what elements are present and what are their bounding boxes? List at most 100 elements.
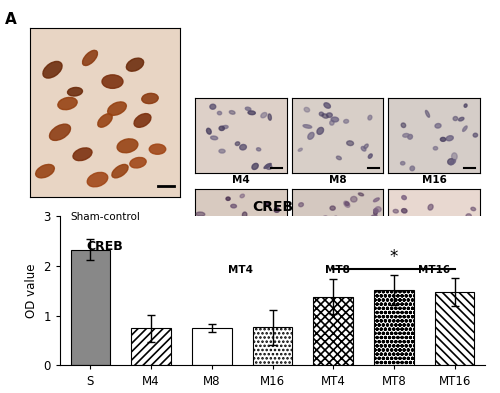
Ellipse shape [350, 196, 357, 202]
Text: MT8: MT8 [325, 265, 350, 275]
Ellipse shape [117, 139, 138, 153]
Ellipse shape [400, 162, 405, 165]
Ellipse shape [402, 234, 406, 239]
Ellipse shape [326, 113, 332, 118]
Ellipse shape [266, 164, 272, 169]
Ellipse shape [344, 201, 350, 208]
Ellipse shape [236, 253, 240, 256]
Ellipse shape [324, 103, 330, 108]
Ellipse shape [248, 111, 256, 115]
Ellipse shape [344, 119, 348, 123]
Ellipse shape [206, 128, 211, 134]
Ellipse shape [210, 104, 216, 109]
Ellipse shape [236, 142, 240, 145]
Ellipse shape [228, 248, 232, 252]
Ellipse shape [134, 114, 151, 127]
Ellipse shape [371, 215, 377, 218]
Ellipse shape [236, 231, 243, 236]
Ellipse shape [462, 219, 467, 222]
Ellipse shape [268, 114, 272, 120]
Ellipse shape [240, 194, 244, 198]
Ellipse shape [43, 61, 62, 78]
Ellipse shape [368, 115, 372, 120]
Ellipse shape [87, 173, 108, 187]
Ellipse shape [232, 233, 237, 239]
Ellipse shape [450, 160, 456, 165]
Ellipse shape [464, 104, 467, 107]
Ellipse shape [446, 136, 454, 141]
Ellipse shape [322, 114, 328, 118]
Ellipse shape [317, 228, 323, 232]
Ellipse shape [448, 159, 454, 165]
Ellipse shape [346, 141, 354, 145]
Ellipse shape [270, 220, 276, 224]
Y-axis label: OD value: OD value [25, 264, 38, 318]
Ellipse shape [438, 247, 445, 250]
Ellipse shape [50, 124, 70, 140]
Text: CREB: CREB [86, 240, 124, 253]
Ellipse shape [466, 214, 471, 218]
Ellipse shape [276, 240, 280, 245]
Ellipse shape [331, 234, 336, 238]
Ellipse shape [242, 212, 247, 218]
Ellipse shape [426, 110, 430, 117]
Ellipse shape [440, 245, 448, 251]
Ellipse shape [374, 210, 377, 215]
Ellipse shape [368, 154, 372, 158]
Ellipse shape [98, 114, 112, 127]
Ellipse shape [392, 231, 398, 234]
Ellipse shape [435, 123, 441, 128]
Ellipse shape [401, 123, 406, 128]
Text: MT16: MT16 [418, 265, 450, 275]
Text: M4: M4 [232, 175, 250, 185]
Ellipse shape [246, 107, 251, 110]
Ellipse shape [219, 149, 225, 153]
Ellipse shape [374, 209, 378, 212]
Ellipse shape [126, 58, 144, 71]
Ellipse shape [392, 234, 396, 237]
Ellipse shape [238, 232, 242, 235]
Ellipse shape [317, 127, 324, 134]
Ellipse shape [412, 241, 416, 247]
Ellipse shape [196, 212, 205, 216]
Ellipse shape [219, 126, 224, 130]
Title: CREB: CREB [252, 200, 293, 213]
Ellipse shape [345, 202, 349, 206]
Ellipse shape [303, 125, 312, 128]
Ellipse shape [247, 244, 251, 248]
Ellipse shape [417, 225, 424, 231]
Ellipse shape [230, 110, 235, 114]
Bar [132, 328, 171, 365]
Ellipse shape [36, 164, 54, 178]
Ellipse shape [231, 204, 236, 208]
Ellipse shape [410, 166, 414, 171]
Ellipse shape [276, 258, 280, 261]
Ellipse shape [458, 118, 464, 121]
Ellipse shape [323, 216, 328, 220]
Ellipse shape [434, 147, 438, 150]
Ellipse shape [254, 241, 260, 246]
Ellipse shape [402, 196, 406, 200]
Ellipse shape [369, 228, 374, 233]
Bar [374, 290, 414, 365]
Ellipse shape [393, 209, 398, 213]
Ellipse shape [82, 50, 98, 66]
Ellipse shape [298, 148, 302, 151]
Bar [70, 250, 110, 365]
Ellipse shape [240, 145, 246, 150]
Ellipse shape [428, 204, 433, 210]
Text: M16: M16 [422, 175, 446, 185]
Ellipse shape [402, 209, 407, 213]
Ellipse shape [309, 238, 316, 244]
Ellipse shape [68, 88, 82, 96]
Ellipse shape [274, 208, 280, 212]
Ellipse shape [102, 75, 123, 88]
Ellipse shape [358, 193, 364, 196]
Ellipse shape [252, 163, 258, 169]
Ellipse shape [222, 218, 228, 222]
Ellipse shape [320, 112, 324, 116]
Ellipse shape [205, 242, 210, 248]
Text: *: * [390, 248, 398, 266]
Ellipse shape [198, 249, 202, 253]
Ellipse shape [130, 158, 146, 168]
